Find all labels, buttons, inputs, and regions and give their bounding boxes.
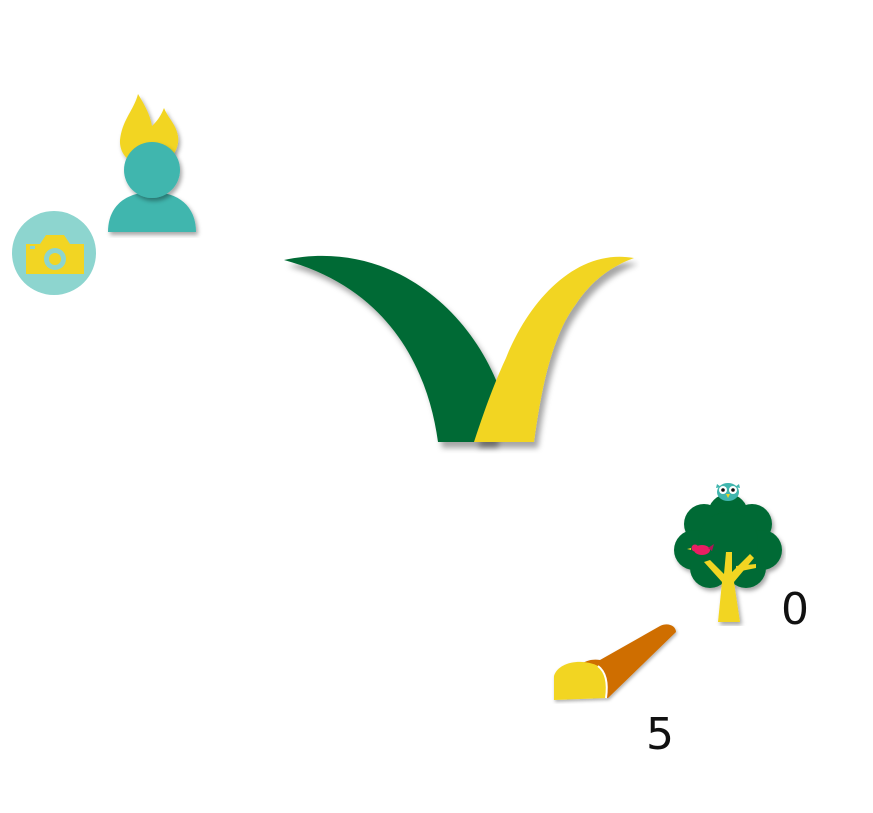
- tree-resource[interactable]: [670, 478, 786, 626]
- camera-icon: [12, 211, 96, 295]
- owl-icon: [716, 483, 740, 501]
- profile-button[interactable]: [100, 88, 204, 238]
- tree-count: 0: [781, 584, 809, 635]
- checkmark-leaf-logo: [278, 248, 640, 454]
- tree-with-owl-and-bird-icon: [674, 483, 782, 622]
- bird-icon: [687, 544, 714, 555]
- user-with-flame-icon: [108, 94, 196, 232]
- log-icon: [554, 624, 676, 700]
- log-resource[interactable]: [548, 618, 680, 704]
- camera-button[interactable]: [12, 210, 98, 296]
- log-count: 5: [646, 709, 674, 760]
